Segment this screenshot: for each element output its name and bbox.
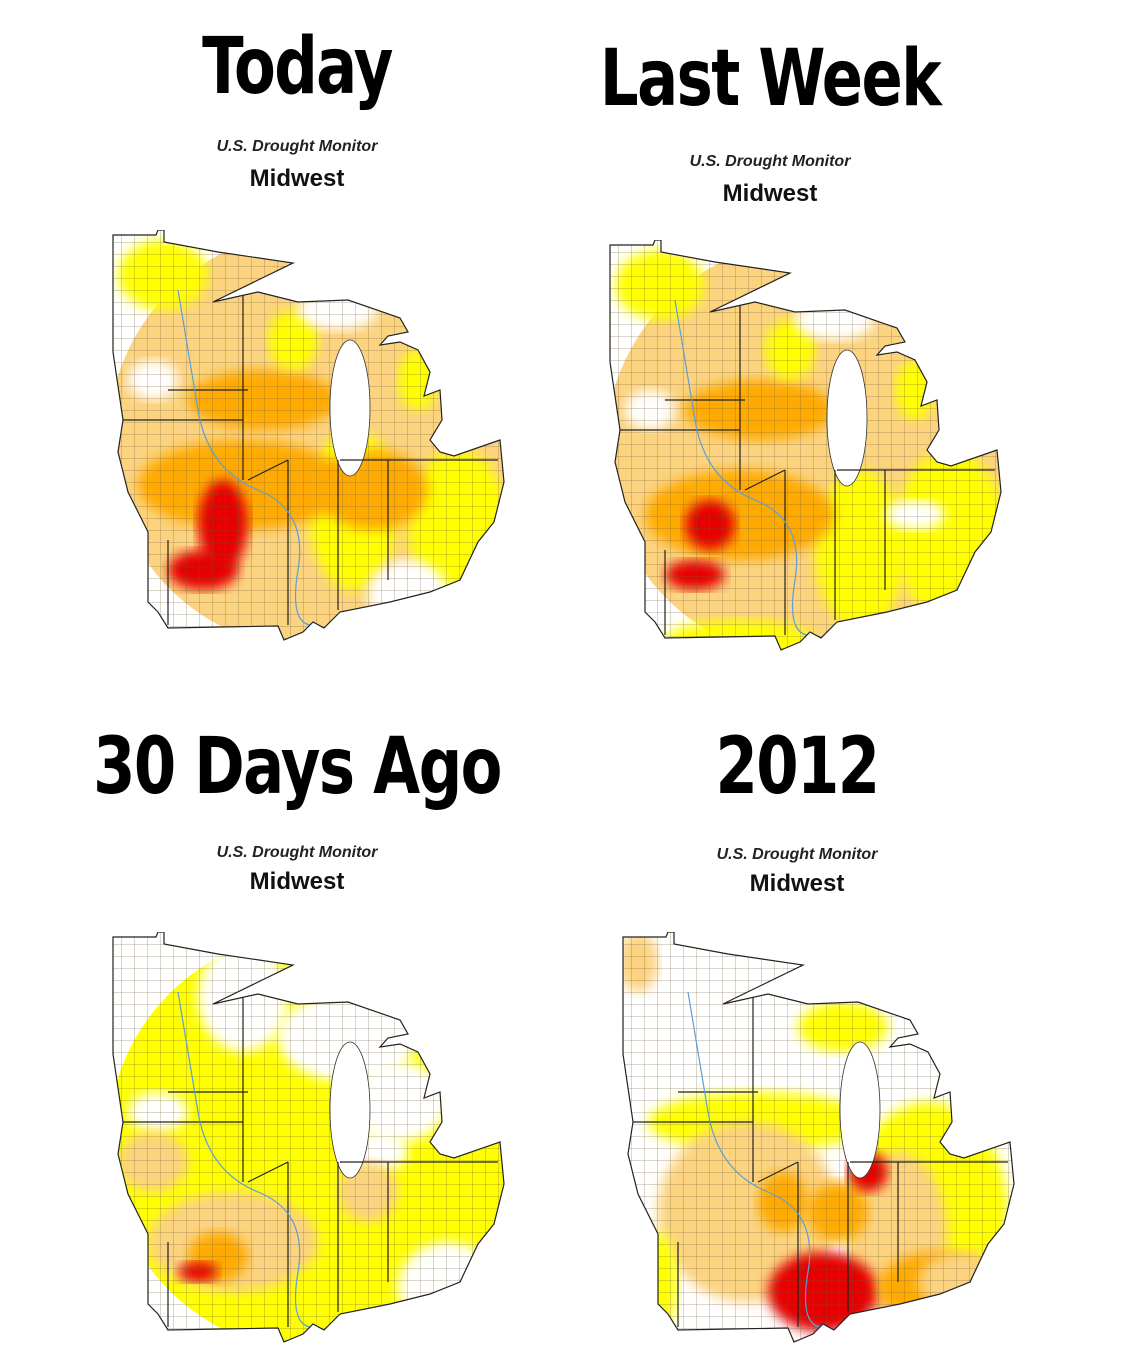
map-source: U.S. Drought Monitor <box>689 153 851 170</box>
panel-title: 2012 <box>715 722 880 812</box>
drought-map <box>112 230 505 641</box>
panel-title: Today <box>202 22 393 112</box>
drought-map <box>609 240 1002 651</box>
panel-title: 30 Days Ago <box>93 722 502 812</box>
map-region: Midwest <box>749 870 845 897</box>
panel-title: Last Week <box>599 34 942 124</box>
map-source: U.S. Drought Monitor <box>716 846 878 863</box>
drought-map <box>622 932 1015 1343</box>
map-source: U.S. Drought Monitor <box>216 844 378 861</box>
drought-map <box>112 932 505 1343</box>
map-source: U.S. Drought Monitor <box>216 138 378 155</box>
map-region: Midwest <box>249 868 345 895</box>
map-region: Midwest <box>249 165 345 192</box>
map-region: Midwest <box>722 180 818 207</box>
